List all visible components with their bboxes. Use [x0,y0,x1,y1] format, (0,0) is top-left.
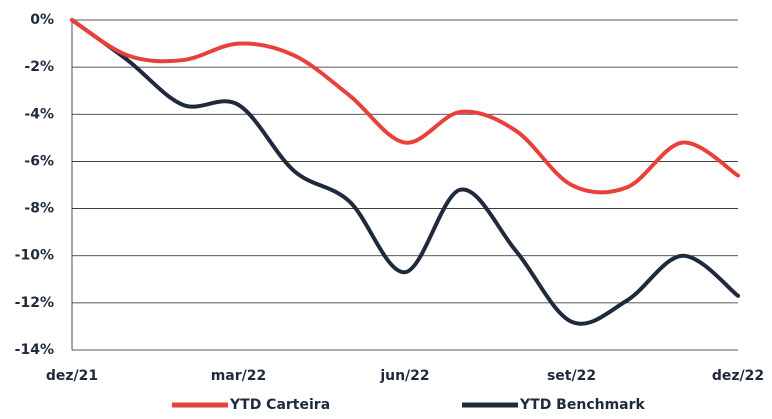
x-tick-label: mar/22 [211,368,267,384]
y-tick-label: 0% [30,12,54,28]
y-tick-label: -14% [15,342,54,358]
y-tick-label: -8% [24,201,54,217]
y-tick-label: -2% [24,59,54,75]
y-tick-label: -6% [24,153,54,169]
x-tick-label: dez/22 [712,368,764,384]
x-tick-label: jun/22 [379,368,429,384]
x-tick-label: set/22 [547,368,596,384]
y-tick-label: -10% [15,248,54,264]
series-line [70,18,740,326]
legend-label: YTD Benchmark [519,397,646,413]
y-tick-label: -12% [15,295,54,311]
x-tick-label: dez/21 [46,368,98,384]
series-line [70,18,740,195]
y-tick-label: -4% [24,106,54,122]
legend-label: YTD Carteira [229,397,330,413]
